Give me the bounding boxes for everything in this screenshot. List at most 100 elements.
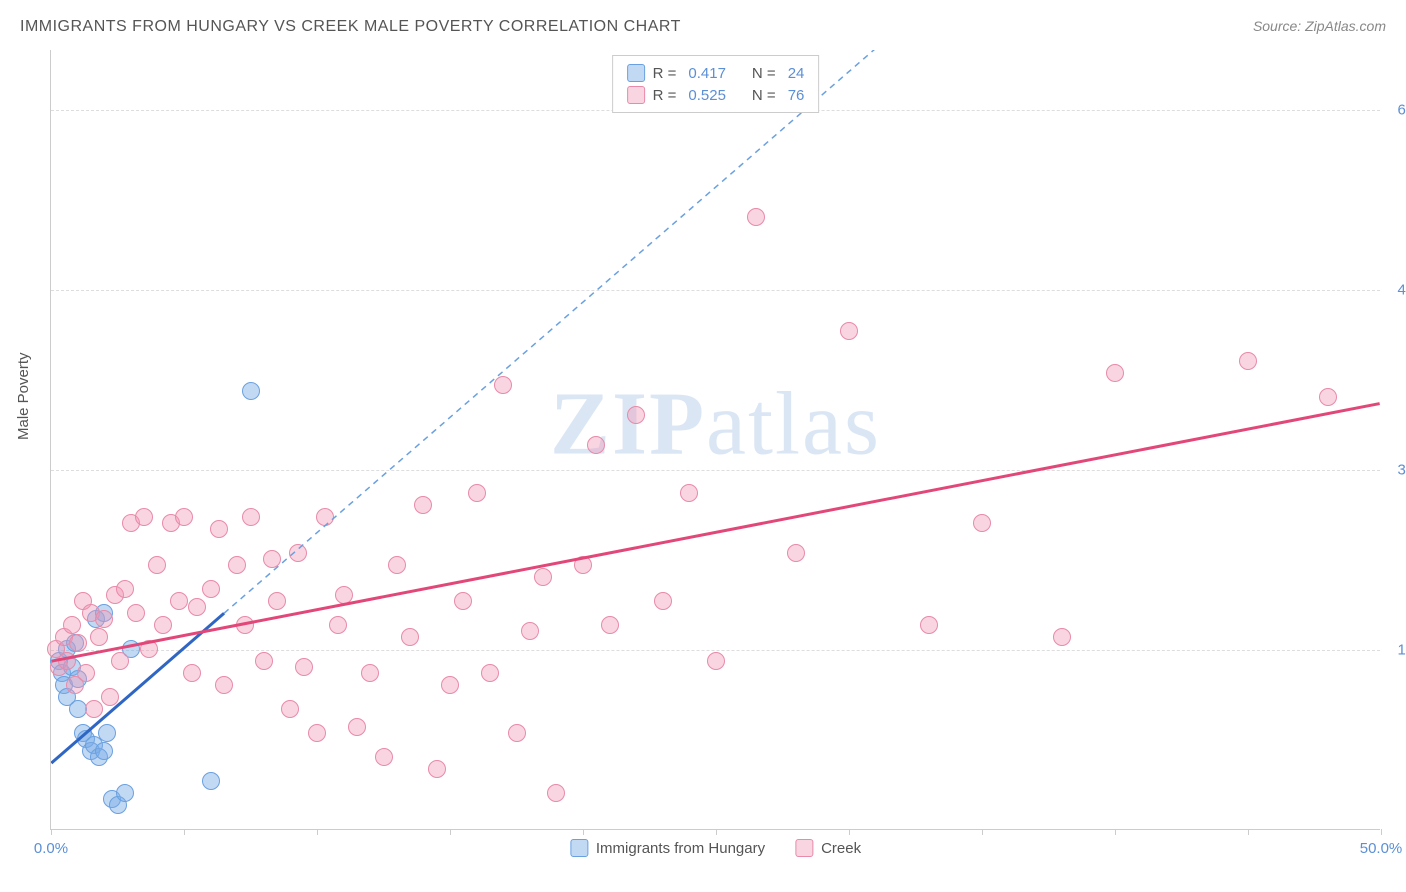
data-point <box>295 658 313 676</box>
data-point <box>135 508 153 526</box>
grid-line <box>51 650 1380 651</box>
data-point <box>494 376 512 394</box>
y-tick-label: 15.0% <box>1397 642 1406 659</box>
data-point <box>1239 352 1257 370</box>
data-point <box>215 676 233 694</box>
data-point <box>111 652 129 670</box>
data-point <box>183 664 201 682</box>
data-point <box>920 616 938 634</box>
data-point <box>116 580 134 598</box>
y-axis-label: Male Poverty <box>15 352 32 440</box>
data-point <box>654 592 672 610</box>
r-value: 0.417 <box>688 65 726 82</box>
r-label: R = <box>653 65 677 82</box>
grid-line <box>51 290 1380 291</box>
data-point <box>361 664 379 682</box>
data-point <box>1319 388 1337 406</box>
data-point <box>680 484 698 502</box>
data-point <box>289 544 307 562</box>
data-point <box>441 676 459 694</box>
data-point <box>454 592 472 610</box>
data-point <box>210 520 228 538</box>
grid-line <box>51 470 1380 471</box>
legend-row: R = 0.417 N = 24 <box>627 62 805 84</box>
data-point <box>375 748 393 766</box>
data-point <box>242 508 260 526</box>
data-point <box>148 556 166 574</box>
x-tick <box>51 829 52 835</box>
swatch-icon <box>570 839 588 857</box>
legend-series: Immigrants from Hungary Creek <box>570 839 861 857</box>
legend-row: R =0.525N =76 <box>627 84 805 106</box>
plot-area: ZIPatlas R =0.417N =24R =0.525N =76 Immi… <box>50 50 1380 830</box>
data-point <box>77 664 95 682</box>
data-point <box>1106 364 1124 382</box>
data-point <box>316 508 334 526</box>
data-point <box>69 634 87 652</box>
r-value: 0.525 <box>688 87 726 104</box>
source-label: Source: ZipAtlas.com <box>1253 18 1386 34</box>
x-tick <box>716 829 717 835</box>
data-point <box>263 550 281 568</box>
x-tick <box>849 829 850 835</box>
data-point <box>747 208 765 226</box>
y-tick-label: 30.0% <box>1397 462 1406 479</box>
data-point <box>308 724 326 742</box>
data-point <box>388 556 406 574</box>
data-point <box>154 616 172 634</box>
y-tick-label: 60.0% <box>1397 102 1406 119</box>
series-label: Immigrants from Hungary <box>596 840 765 857</box>
data-point <box>95 610 113 628</box>
data-point <box>95 742 113 760</box>
n-value: 24 <box>788 65 805 82</box>
data-point <box>58 652 76 670</box>
watermark: ZIPatlas <box>550 372 881 475</box>
data-point <box>787 544 805 562</box>
x-tick <box>583 829 584 835</box>
data-point <box>175 508 193 526</box>
data-point <box>587 436 605 454</box>
swatch-icon <box>627 86 645 104</box>
n-value: 76 <box>788 87 805 104</box>
data-point <box>255 652 273 670</box>
chart-title: IMMIGRANTS FROM HUNGARY VS CREEK MALE PO… <box>20 18 681 36</box>
data-point <box>468 484 486 502</box>
data-point <box>401 628 419 646</box>
data-point <box>547 784 565 802</box>
data-point <box>236 616 254 634</box>
x-tick <box>317 829 318 835</box>
n-label: N = <box>752 65 776 82</box>
x-tick <box>1248 829 1249 835</box>
r-label: R = <box>653 87 677 104</box>
data-point <box>116 784 134 802</box>
legend-correlation: R =0.417N =24R =0.525N =76 <box>612 55 820 113</box>
x-tick <box>1381 829 1382 835</box>
swatch-icon <box>795 839 813 857</box>
series-label: Creek <box>821 840 861 857</box>
x-tick <box>1115 829 1116 835</box>
data-point <box>414 496 432 514</box>
regression-lines <box>51 50 1380 829</box>
data-point <box>127 604 145 622</box>
data-point <box>481 664 499 682</box>
data-point <box>63 616 81 634</box>
data-point <box>428 760 446 778</box>
data-point <box>242 382 260 400</box>
data-point <box>840 322 858 340</box>
data-point <box>574 556 592 574</box>
data-point <box>521 622 539 640</box>
data-point <box>98 724 116 742</box>
data-point <box>202 580 220 598</box>
data-point <box>1053 628 1071 646</box>
data-point <box>329 616 347 634</box>
data-point <box>281 700 299 718</box>
data-point <box>101 688 119 706</box>
legend-series-item: Immigrants from Hungary <box>570 839 765 857</box>
data-point <box>268 592 286 610</box>
data-point <box>335 586 353 604</box>
data-point <box>534 568 552 586</box>
data-point <box>601 616 619 634</box>
x-tick <box>450 829 451 835</box>
data-point <box>85 700 103 718</box>
data-point <box>973 514 991 532</box>
